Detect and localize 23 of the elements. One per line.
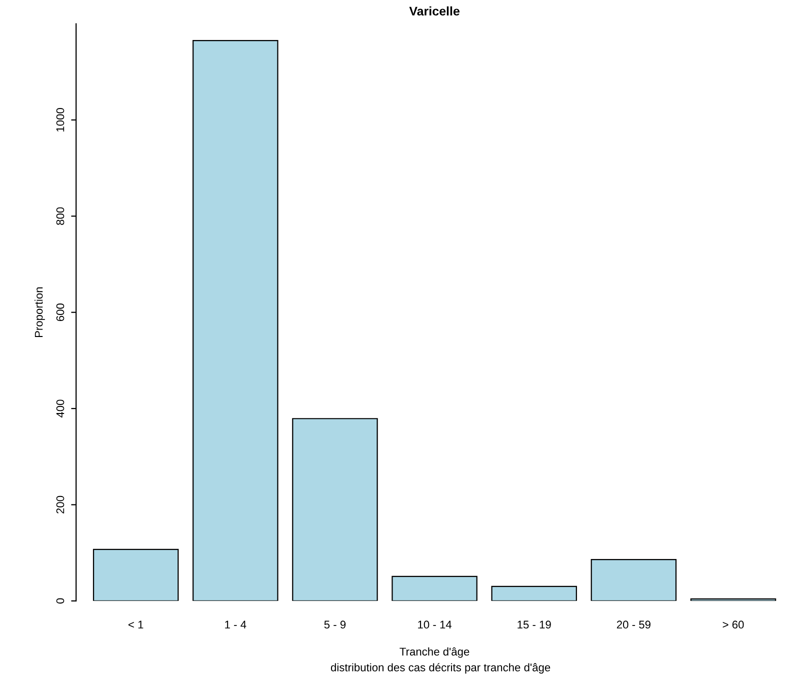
chart-title: Varicelle: [409, 6, 460, 16]
bar: [392, 576, 478, 601]
x-tick-label: < 1: [128, 620, 144, 628]
y-tick-label: 800: [56, 207, 64, 225]
bar: [92, 548, 179, 601]
x-tick-label: > 60: [722, 620, 744, 629]
y-axis-title: Proportion: [34, 287, 45, 338]
x-tick-label: 20 - 59: [616, 620, 650, 629]
y-tick-label: 600: [56, 304, 64, 322]
text: distribution des cas décrits par tranche d'âge: [330, 663, 550, 674]
bar: [192, 40, 278, 601]
y-tick-label: 1000: [56, 108, 64, 132]
x-axis-title: Tranche d'âge: [400, 647, 470, 658]
x-tick-label: 15 - 19: [518, 620, 551, 629]
x-tick-label: 5 - 9: [324, 620, 346, 629]
x-tick-label: 10 - 14: [418, 620, 452, 629]
bar: [491, 586, 577, 601]
y-tick-label: 400: [56, 400, 64, 418]
y-tick-label: 0: [56, 598, 64, 604]
bar: [292, 418, 378, 601]
x-tick-label: 1 - 4: [225, 620, 246, 628]
bar: [590, 559, 677, 601]
y-tick-label: 200: [56, 496, 64, 514]
